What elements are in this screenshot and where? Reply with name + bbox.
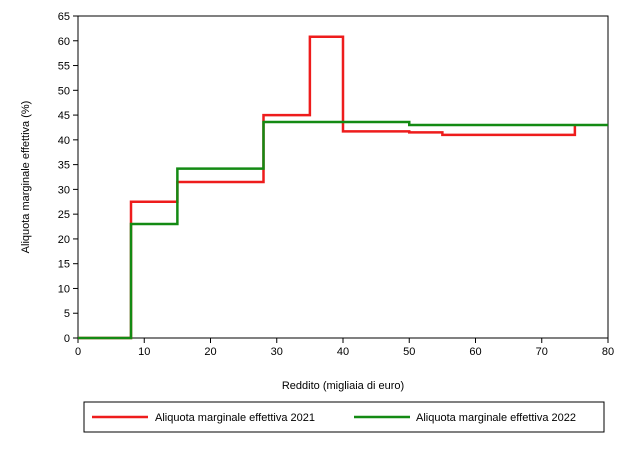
y-tick-label: 5 — [64, 308, 70, 320]
x-tick-label: 20 — [204, 346, 216, 358]
series-layer — [78, 35, 608, 340]
x-tick-label: 60 — [469, 346, 481, 358]
x-tick-label: 70 — [536, 346, 548, 358]
y-tick-label: 65 — [58, 11, 70, 23]
x-tick-label: 80 — [602, 346, 614, 358]
legend-label-2021: Aliquota marginale effettiva 2021 — [155, 412, 315, 424]
y-tick-label: 25 — [58, 209, 70, 221]
x-tick-label: 0 — [75, 346, 81, 358]
y-tick-label: 20 — [58, 234, 70, 246]
y-axis-title: Aliquota marginale effettiva (%) — [20, 101, 32, 254]
x-tick-label: 50 — [403, 346, 415, 358]
y-tick-label: 45 — [58, 110, 70, 122]
y-tick-label: 55 — [58, 61, 70, 73]
y-tick-label: 30 — [58, 184, 70, 196]
y-tick-label: 40 — [58, 135, 70, 147]
x-tick-label: 30 — [271, 346, 283, 358]
series-line-2021 — [78, 35, 577, 340]
y-tick-label: 60 — [58, 36, 70, 48]
x-axis-title: Reddito (migliaia di euro) — [282, 380, 404, 392]
y-axis: 0 5 10 15 20 25 30 35 40 45 50 55 60 65 — [58, 11, 78, 345]
x-tick-label: 40 — [337, 346, 349, 358]
y-tick-label: 50 — [58, 85, 70, 97]
y-tick-label: 15 — [58, 259, 70, 271]
y-tick-label: 0 — [64, 333, 70, 345]
y-tick-label: 35 — [58, 160, 70, 172]
series-line-2022 — [78, 120, 608, 340]
legend-box — [83, 401, 605, 433]
legend-label-2022: Aliquota marginale effettiva 2022 — [416, 412, 576, 424]
y-tick-label: 10 — [58, 283, 70, 295]
x-axis: 0 10 20 30 40 50 60 70 80 — [75, 338, 614, 358]
x-tick-label: 10 — [138, 346, 150, 358]
legend: Aliquota marginale effettiva 2021 Aliquo… — [83, 401, 605, 433]
